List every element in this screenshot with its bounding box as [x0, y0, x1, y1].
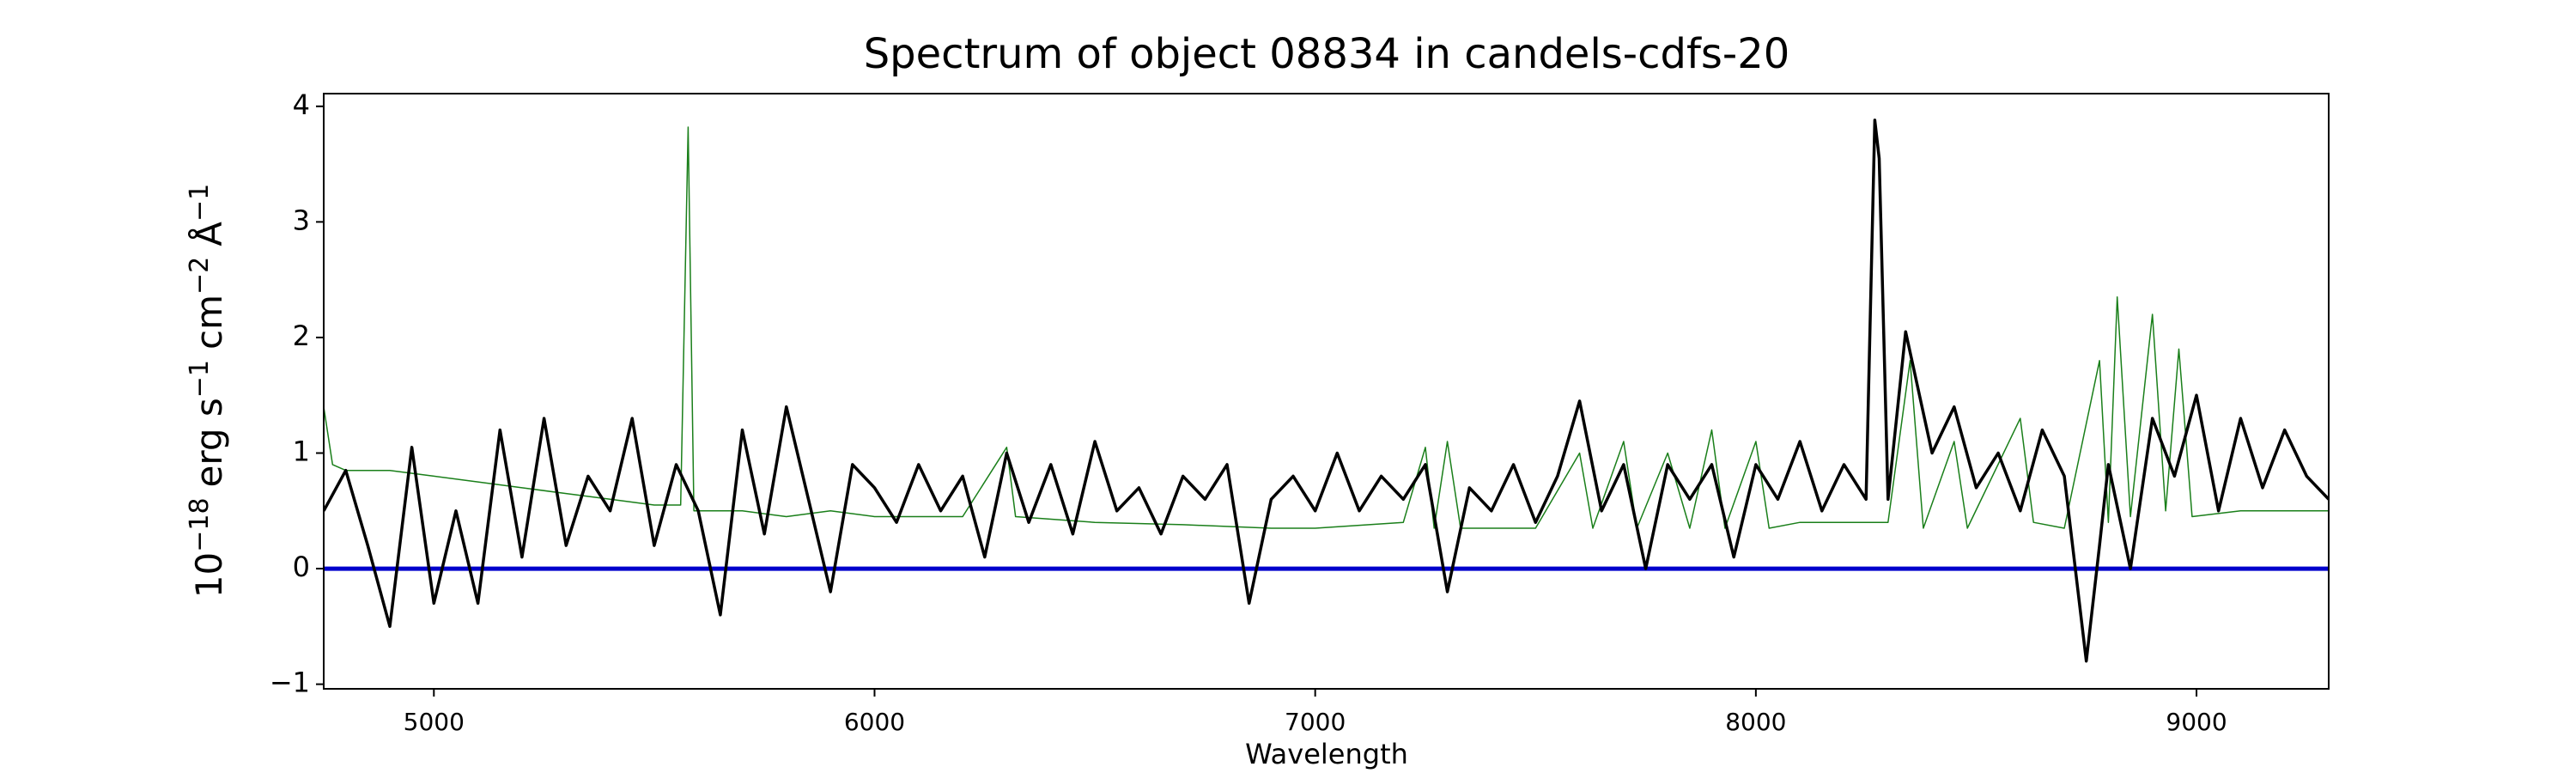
y-label-text: Å [187, 222, 230, 247]
x-tick-label: 6000 [844, 708, 905, 736]
spectrum-line [324, 119, 2329, 663]
spectrum-line [324, 126, 2329, 529]
y-label-text: 10 [188, 552, 230, 598]
y-tick-label: 4 [293, 88, 310, 121]
y-label-sup: −1 [185, 360, 215, 398]
y-label-text: cm [188, 295, 230, 350]
x-tick-label: 7000 [1285, 708, 1346, 736]
y-label-text: erg s [188, 398, 230, 487]
plot-frame [323, 93, 2330, 690]
y-tick-label: 0 [293, 551, 310, 583]
y-label-sup: −18 [185, 497, 215, 551]
y-tick-label: 1 [293, 435, 310, 467]
y-tick-label: −1 [270, 666, 310, 699]
y-tick-label: 2 [293, 320, 310, 352]
chart-title: Spectrum of object 08834 in candels-cdfs… [864, 30, 1790, 78]
y-tick-label: 3 [293, 204, 310, 236]
y-axis-label: 10−18​erg s−1​cm−2​Å−1​ [185, 184, 230, 598]
x-tick-label: 8000 [1725, 708, 1786, 736]
y-label-sup: −2 [185, 257, 215, 295]
y-label-sup: −1 [185, 184, 215, 222]
x-tick-label: 9000 [2166, 708, 2227, 736]
x-tick-label: 5000 [404, 708, 465, 736]
x-axis-label: Wavelength [1245, 738, 1408, 770]
